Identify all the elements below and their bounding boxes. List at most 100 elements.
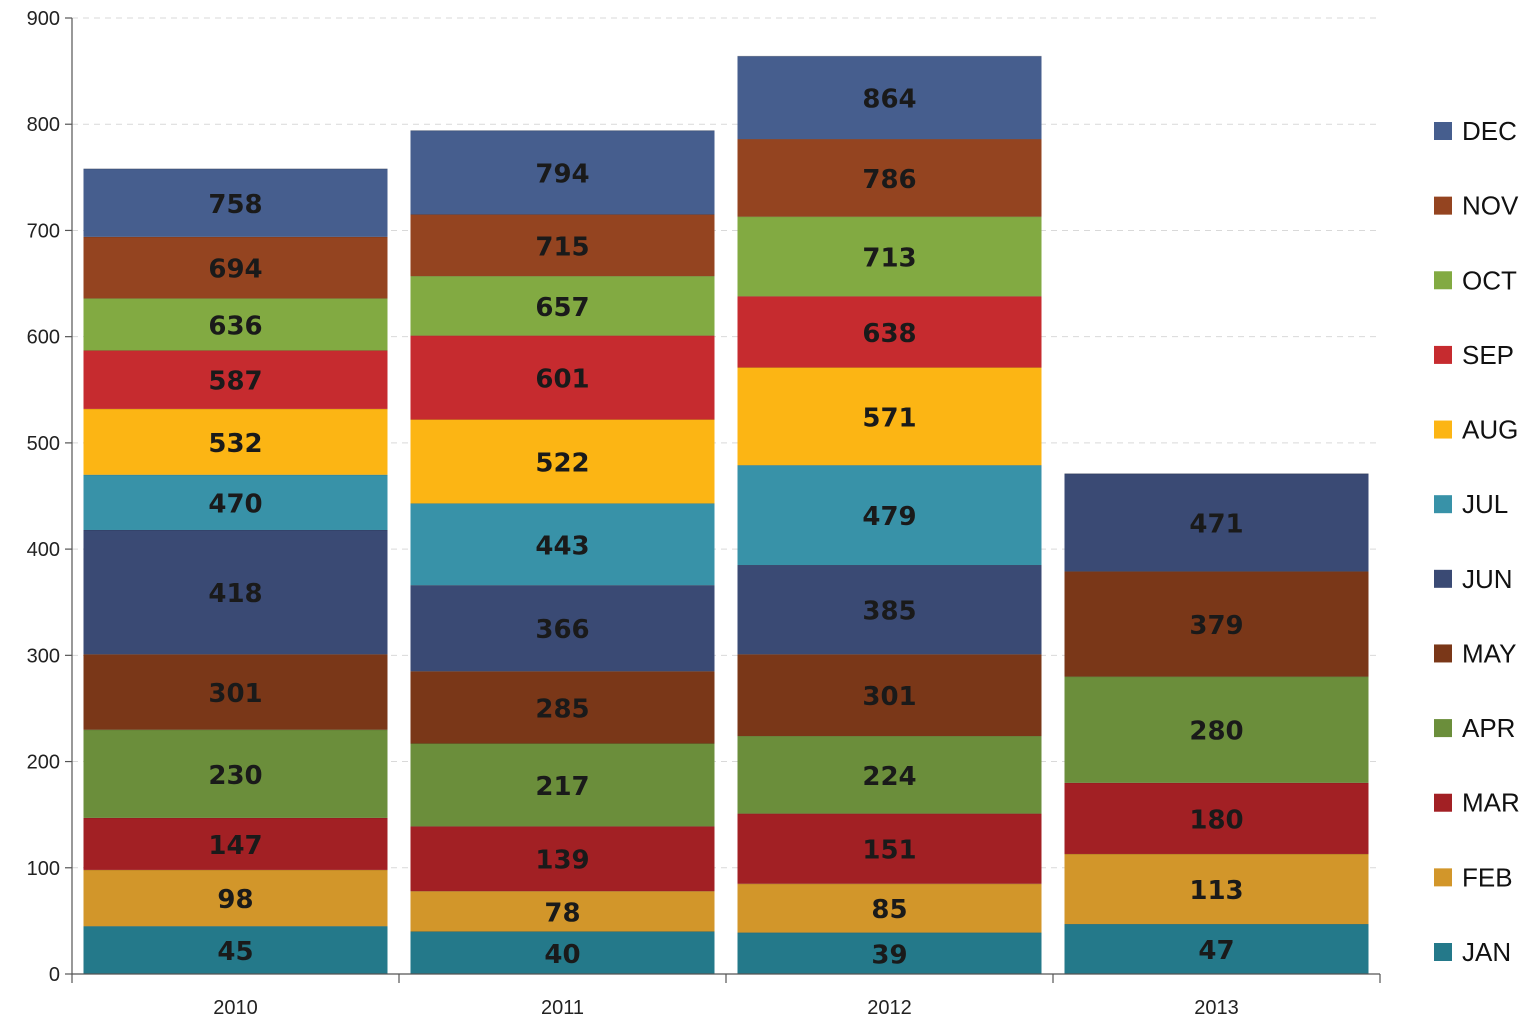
- bar-segment-jun-2013: [1064, 473, 1369, 572]
- data-label: 147: [208, 831, 262, 861]
- bar-segment-may-2010: [83, 654, 388, 730]
- legend-label-aug: AUG: [1462, 415, 1518, 445]
- data-label: 694: [208, 255, 262, 285]
- x-tick-label: 2012: [867, 997, 912, 1018]
- bar-segment-apr-2012: [737, 736, 1042, 814]
- y-tick-label: 400: [27, 539, 60, 561]
- data-label: 224: [862, 762, 916, 792]
- legend-swatch-mar: [1434, 793, 1452, 812]
- data-label: 78: [544, 898, 580, 928]
- bar-segment-jun-2011: [410, 585, 715, 672]
- legend-swatch-oct: [1434, 271, 1452, 290]
- data-label: 285: [535, 694, 589, 724]
- data-label: 638: [862, 319, 916, 349]
- y-tick-label: 700: [27, 220, 60, 242]
- bar-segment-oct-2010: [83, 298, 388, 351]
- bar-segment-sep-2010: [83, 350, 388, 409]
- legend: DEC NOV OCT SEP AUG JUL JUN MAY APR MAR FEB JAN: [1434, 116, 1520, 967]
- bar-segment-dec-2011: [410, 130, 715, 215]
- bar-segment-feb-2013: [1064, 853, 1369, 925]
- bar-segment-apr-2010: [83, 729, 388, 818]
- x-tick-label: 2010: [213, 997, 258, 1018]
- legend-swatch-jul: [1434, 495, 1452, 514]
- data-label: 713: [862, 243, 916, 273]
- legend-label-feb: FEB: [1462, 862, 1513, 892]
- bar-segment-jul-2010: [83, 474, 388, 530]
- y-tick-label: 100: [27, 858, 60, 880]
- data-label: 85: [871, 895, 907, 925]
- bar-segment-aug-2010: [83, 408, 388, 475]
- data-label: 180: [1189, 805, 1243, 835]
- data-label: 280: [1189, 717, 1243, 747]
- bar-segment-may-2013: [1064, 571, 1369, 677]
- bar-segment-jul-2011: [410, 503, 715, 586]
- data-label: 794: [535, 160, 589, 190]
- bar-segment-dec-2010: [83, 168, 388, 237]
- legend-label-sep: SEP: [1462, 340, 1514, 370]
- legend-swatch-aug: [1434, 420, 1452, 439]
- bar-segment-may-2011: [410, 671, 715, 744]
- bar-segment-sep-2011: [410, 335, 715, 420]
- bar-segment-feb-2010: [83, 869, 388, 927]
- bar-segment-mar-2012: [737, 813, 1042, 884]
- legend-label-jul: JUL: [1462, 489, 1508, 519]
- bar-segment-nov-2011: [410, 214, 715, 277]
- bar-segment-feb-2011: [410, 891, 715, 932]
- legend-swatch-apr: [1434, 719, 1452, 738]
- data-label: 479: [862, 502, 916, 532]
- bar-segment-nov-2012: [737, 139, 1042, 217]
- legend-swatch-may: [1434, 644, 1452, 663]
- bar-segment-jan-2011: [410, 931, 715, 974]
- bar-segment-feb-2012: [737, 883, 1042, 933]
- y-tick-label: 300: [27, 645, 60, 667]
- data-label: 587: [208, 367, 262, 397]
- data-label: 418: [208, 579, 262, 609]
- data-label: 758: [208, 190, 262, 220]
- data-label: 40: [544, 940, 580, 970]
- legend-label-may: MAY: [1462, 638, 1516, 668]
- bar-segment-apr-2011: [410, 743, 715, 827]
- legend-label-apr: APR: [1462, 713, 1515, 743]
- legend-label-oct: OCT: [1462, 265, 1517, 295]
- y-tick-label: 500: [27, 433, 60, 455]
- data-label: 657: [535, 293, 589, 323]
- legend-swatch-feb: [1434, 868, 1452, 887]
- data-label: 139: [535, 846, 589, 876]
- bar-segment-sep-2012: [737, 296, 1042, 368]
- data-label: 230: [208, 761, 262, 791]
- data-label: 39: [871, 940, 907, 970]
- bar-segment-aug-2011: [410, 419, 715, 504]
- legend-swatch-jan: [1434, 943, 1452, 961]
- y-tick-label: 900: [27, 8, 60, 30]
- bar-segment-may-2012: [737, 654, 1042, 737]
- data-label: 443: [535, 531, 589, 561]
- data-label: 45: [217, 937, 253, 967]
- bar-segment-jun-2012: [737, 565, 1042, 655]
- y-tick-label: 800: [27, 114, 60, 136]
- y-tick-label: 200: [27, 752, 60, 774]
- y-tick-label: 0: [49, 964, 60, 986]
- legend-swatch-nov: [1434, 196, 1452, 215]
- data-label: 636: [208, 311, 262, 341]
- legend-swatch-sep: [1434, 345, 1452, 364]
- bar-segment-dec-2012: [737, 56, 1042, 140]
- bars: 45 98 147 230 301 418 470 532 587 636 694 758 40 78 13…: [83, 55, 1369, 974]
- data-label: 366: [535, 615, 589, 645]
- bar-segment-oct-2011: [410, 276, 715, 336]
- axes: 0 100 200 300 400 500 600 700 800 900 2010 2011 2012…: [27, 8, 1381, 1018]
- bar-segment-mar-2013: [1064, 782, 1369, 854]
- x-tick-label: 2013: [1194, 997, 1239, 1018]
- data-label: 385: [862, 597, 916, 627]
- y-tick-label: 600: [27, 327, 60, 349]
- bar-segment-mar-2011: [410, 826, 715, 892]
- legend-label-dec: DEC: [1462, 116, 1517, 146]
- data-label: 113: [1189, 876, 1243, 906]
- data-label: 786: [862, 165, 916, 195]
- bar-segment-jan-2013: [1064, 924, 1369, 974]
- legend-label-nov: NOV: [1462, 191, 1519, 221]
- bar-segment-apr-2013: [1064, 676, 1369, 783]
- legend-swatch-dec: [1434, 122, 1452, 140]
- bar-segment-jun-2010: [83, 529, 388, 655]
